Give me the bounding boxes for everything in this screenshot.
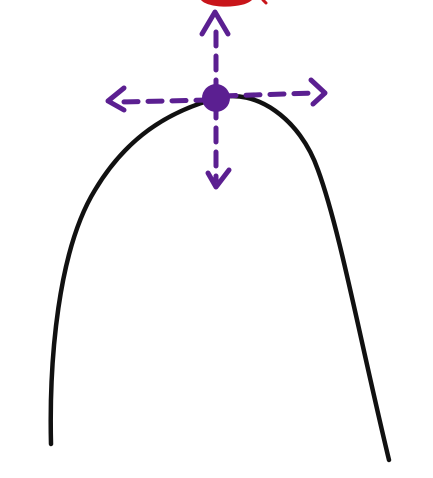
arrow-left	[105, 85, 213, 113]
maximum-point	[202, 84, 230, 112]
arrow-down	[205, 101, 232, 190]
arrow-right	[219, 77, 328, 107]
arrow-up	[199, 9, 231, 97]
top-red-tick	[261, 0, 268, 5]
top-red-blob	[201, 0, 252, 7]
curve	[48, 93, 392, 463]
